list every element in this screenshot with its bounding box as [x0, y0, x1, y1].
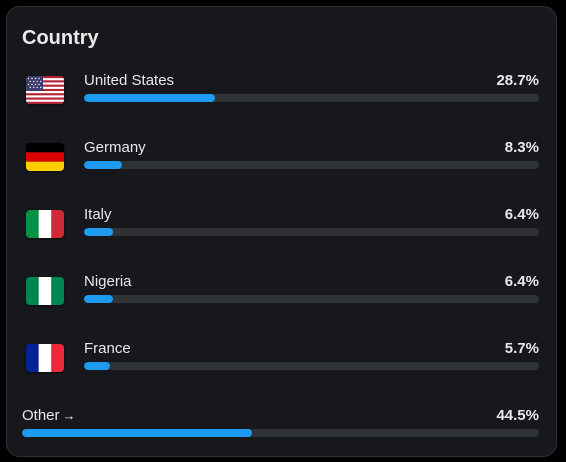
- progress-fill: [84, 228, 114, 236]
- us-flag-icon: [26, 76, 64, 104]
- progress-track: [84, 228, 539, 236]
- progress-track: [84, 295, 539, 303]
- other-label[interactable]: Other: [22, 407, 60, 424]
- france-flag-icon: [26, 344, 64, 372]
- other-link[interactable]: Other →: [22, 407, 76, 425]
- country-name: United States: [84, 72, 175, 89]
- country-name: Germany: [84, 139, 146, 156]
- progress-track: [84, 161, 539, 169]
- country-row-germany: Germany 8.3%: [7, 139, 556, 189]
- progress-fill: [84, 295, 114, 303]
- other-percent: 44.5%: [496, 407, 539, 424]
- country-row-france: France 5.7%: [7, 340, 556, 390]
- country-card: Country United States: [6, 6, 557, 457]
- progress-fill: [84, 362, 110, 370]
- country-percent: 5.7%: [504, 340, 539, 357]
- card-title: Country: [22, 27, 99, 49]
- arrow-right-icon: →: [62, 408, 76, 423]
- country-percent: 28.7%: [496, 72, 539, 89]
- country-row-italy: Italy 6.4%: [7, 206, 556, 256]
- progress-fill: [22, 429, 253, 437]
- other-row: Other → 44.5%: [7, 407, 556, 457]
- nigeria-flag-icon: [26, 277, 64, 305]
- country-percent: 6.4%: [504, 273, 539, 290]
- progress-fill: [84, 161, 122, 169]
- country-name: Nigeria: [84, 273, 132, 290]
- country-name: Italy: [84, 206, 112, 223]
- country-percent: 8.3%: [504, 139, 539, 156]
- country-row-nigeria: Nigeria 6.4%: [7, 273, 556, 323]
- progress-track: [84, 94, 539, 102]
- country-name: France: [84, 340, 131, 357]
- progress-track: [22, 429, 539, 437]
- italy-flag-icon: [26, 210, 64, 238]
- progress-track: [84, 362, 539, 370]
- progress-fill: [84, 94, 215, 102]
- country-row-united-states: United States 28.7%: [7, 72, 556, 122]
- germany-flag-icon: [26, 143, 64, 171]
- country-percent: 6.4%: [504, 206, 539, 223]
